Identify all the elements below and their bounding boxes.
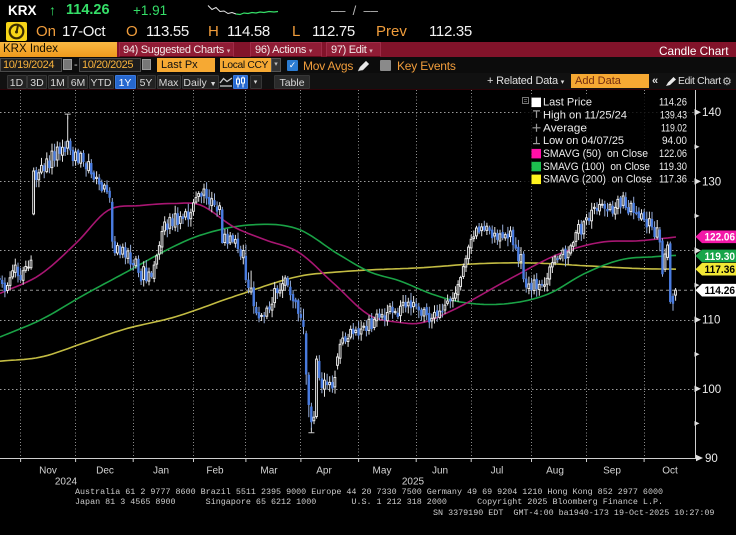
svg-text:Sep: Sep [603,466,621,477]
svg-text:Mar: Mar [260,466,278,477]
svg-text:90: 90 [705,453,718,465]
svg-text:100: 100 [702,384,721,396]
svg-text:122.06: 122.06 [705,232,736,244]
svg-text:140: 140 [702,107,721,119]
svg-text:117.36: 117.36 [705,264,736,276]
svg-text:Apr: Apr [316,466,332,477]
svg-text:119.02: 119.02 [661,122,687,134]
svg-text:Dec: Dec [96,466,114,477]
svg-text:114.26: 114.26 [705,285,736,297]
svg-text:SMAVG (50) on Close: SMAVG (50) on Close [543,148,648,160]
svg-text:119.30: 119.30 [705,251,736,263]
svg-text:122.06: 122.06 [659,148,687,160]
svg-text:114.26: 114.26 [659,97,687,109]
svg-text:Feb: Feb [206,466,224,477]
svg-text:Last Price: Last Price [543,97,592,109]
svg-text:Jul: Jul [491,466,504,477]
svg-text:Aug: Aug [546,466,564,477]
svg-text:Oct: Oct [662,466,678,477]
svg-text:2024: 2024 [55,477,78,488]
svg-text:Low on 04/07/25: Low on 04/07/25 [543,135,624,147]
svg-text:SMAVG (200) on Close: SMAVG (200) on Close [543,174,652,186]
svg-text:Nov: Nov [39,466,57,477]
svg-text:Jun: Jun [432,466,448,477]
svg-text:110: 110 [702,315,720,327]
svg-text:130: 130 [702,176,721,188]
svg-text:119.30: 119.30 [659,161,687,173]
svg-text:High on 11/25/24: High on 11/25/24 [543,109,627,121]
svg-text:SMAVG (100) on Close: SMAVG (100) on Close [543,161,650,173]
svg-text:May: May [373,466,392,477]
svg-text:94.00: 94.00 [662,135,687,147]
svg-text:Jan: Jan [153,466,169,477]
svg-text:117.36: 117.36 [659,174,687,186]
svg-text:Average: Average [543,122,587,134]
svg-text:2025: 2025 [402,477,425,488]
svg-text:139.43: 139.43 [660,109,687,121]
